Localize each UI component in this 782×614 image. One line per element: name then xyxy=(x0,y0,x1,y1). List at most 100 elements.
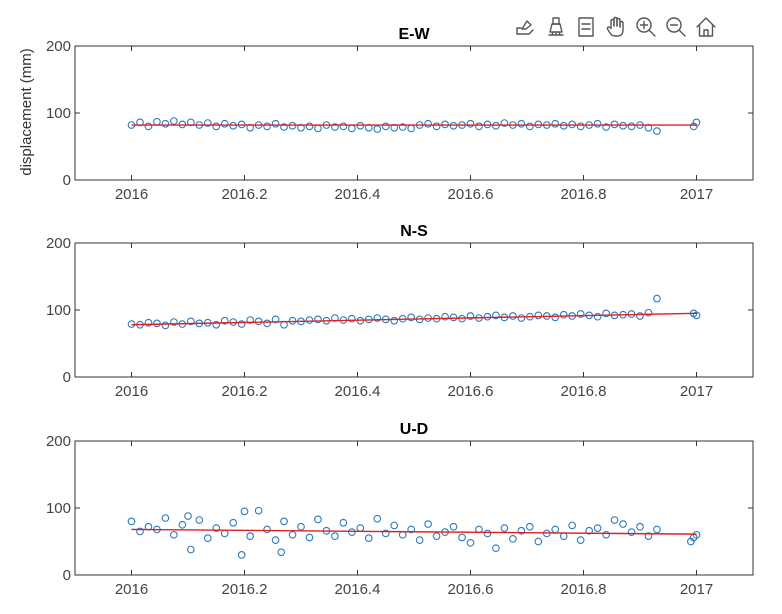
x-tick-label: 2017 xyxy=(680,186,713,203)
export-button[interactable] xyxy=(512,12,540,42)
x-tick-label: 2016 xyxy=(115,186,148,203)
data-point xyxy=(305,316,314,324)
data-point xyxy=(237,551,246,559)
zoom-out-button[interactable] xyxy=(662,12,690,42)
data-point xyxy=(517,526,526,535)
data-point xyxy=(373,314,382,322)
data-point xyxy=(153,319,161,328)
zoom-in-button[interactable] xyxy=(632,12,660,42)
data-point xyxy=(161,514,170,522)
data-point xyxy=(466,119,475,128)
data-point xyxy=(373,125,382,133)
data-point xyxy=(254,506,263,515)
data-point xyxy=(653,127,661,135)
data-point xyxy=(246,316,254,324)
home-button[interactable] xyxy=(692,12,720,42)
data-point xyxy=(432,122,441,131)
y-tick-label: 0 xyxy=(63,172,71,189)
data-point xyxy=(593,312,602,321)
data-point xyxy=(381,529,390,538)
data-point xyxy=(619,520,627,528)
data-point xyxy=(127,517,136,526)
data-point xyxy=(602,123,610,131)
data-point xyxy=(653,525,661,534)
x-tick-label: 2017 xyxy=(680,581,713,598)
data-point xyxy=(254,317,263,326)
chart-title-ud: U-D xyxy=(400,421,428,438)
data-point xyxy=(263,525,271,534)
data-point xyxy=(644,532,653,540)
data-point xyxy=(441,312,449,321)
data-point xyxy=(551,313,560,322)
trend-line xyxy=(131,528,697,535)
data-point xyxy=(576,536,585,545)
data-point xyxy=(576,310,585,318)
data-point xyxy=(559,310,568,319)
data-point xyxy=(568,521,577,530)
trend-line xyxy=(131,312,697,326)
data-point xyxy=(653,294,661,303)
data-point xyxy=(161,321,170,330)
data-point xyxy=(203,534,212,543)
y-tick-label: 100 xyxy=(46,302,71,319)
data-point xyxy=(161,119,170,128)
data-point xyxy=(458,533,466,542)
panel-ew: E-W 2016 2016.2 2016.4 2016.6 2016.8 2017 0 100 2… xyxy=(46,26,754,203)
data-point xyxy=(500,524,509,532)
data-point xyxy=(517,119,526,128)
data-point xyxy=(314,515,322,524)
data-point xyxy=(229,518,238,527)
data-point xyxy=(636,522,644,531)
data-point xyxy=(288,530,297,539)
y-axis-label: displacement (mm) xyxy=(18,48,35,176)
pan-button[interactable] xyxy=(602,12,630,42)
y-tick-label: 200 xyxy=(46,433,71,450)
data-point xyxy=(186,545,195,554)
data-point xyxy=(585,526,594,535)
data-point xyxy=(390,521,399,530)
plot-area-ew xyxy=(74,45,754,181)
brush-button[interactable] xyxy=(542,12,570,42)
data-point xyxy=(212,122,221,131)
y-tick-label: 100 xyxy=(46,105,71,122)
data-point xyxy=(627,122,636,131)
data-point xyxy=(534,311,543,320)
data-point xyxy=(551,119,560,128)
y-tick-label: 0 xyxy=(63,369,71,386)
data-point xyxy=(212,320,221,329)
data-point xyxy=(136,527,144,536)
data-point xyxy=(692,311,701,320)
data-point xyxy=(381,122,390,131)
data-point xyxy=(627,528,636,536)
legend-icon xyxy=(578,17,594,37)
x-tick-label: 2016.2 xyxy=(222,581,268,598)
chart-title-ns: N-S xyxy=(400,223,428,240)
data-point xyxy=(237,320,246,328)
data-point xyxy=(288,316,297,325)
pan-hand-icon xyxy=(606,16,624,37)
data-point xyxy=(220,316,229,325)
data-point xyxy=(432,532,441,540)
x-tick-label: 2016.8 xyxy=(561,581,607,598)
data-point xyxy=(466,538,475,547)
panel-ns: N-S 2016 2016.2 2016.4 2016.6 2016.8 2017 0 100 2… xyxy=(46,223,754,400)
plot-toolbar xyxy=(512,12,720,44)
data-point xyxy=(305,533,314,542)
data-point xyxy=(170,530,178,539)
data-point xyxy=(170,318,178,326)
data-point xyxy=(636,312,644,320)
data-point xyxy=(178,520,187,529)
data-point xyxy=(280,123,288,131)
y-tick-label: 100 xyxy=(46,500,71,517)
data-point xyxy=(398,123,407,131)
x-tick-label: 2016 xyxy=(115,383,148,400)
data-point xyxy=(331,123,339,131)
data-point xyxy=(466,312,475,320)
legend-button[interactable] xyxy=(572,12,600,42)
export-icon xyxy=(516,20,534,35)
data-point xyxy=(280,517,288,526)
data-point xyxy=(534,537,543,546)
data-point xyxy=(492,311,500,320)
plot-area-ns xyxy=(74,242,754,378)
data-point xyxy=(170,117,178,125)
